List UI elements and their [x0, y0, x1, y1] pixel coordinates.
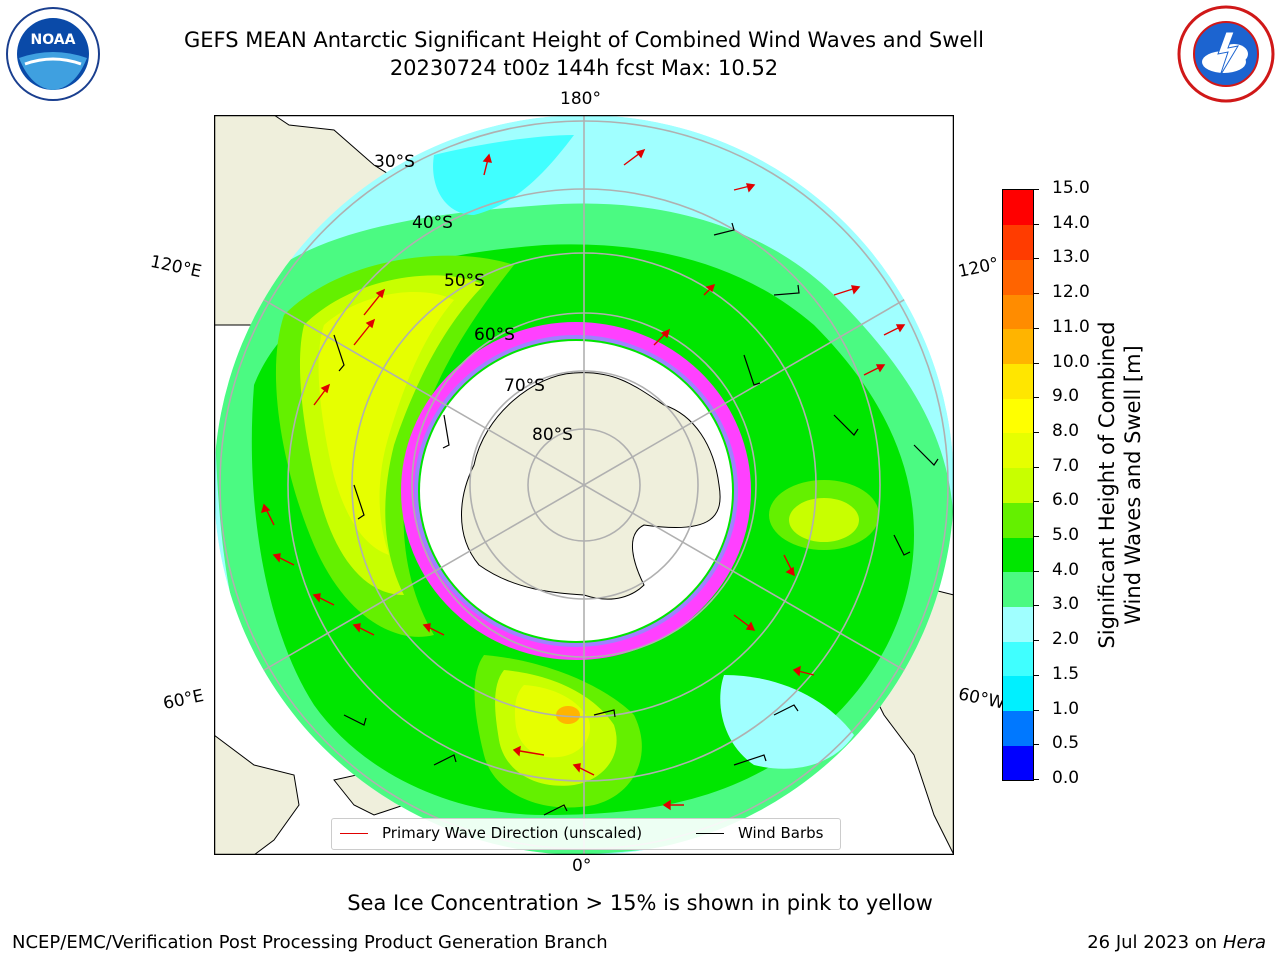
wave-height-map [213, 114, 955, 856]
colorbar-tick-mark [1033, 431, 1039, 433]
colorbar-tick-mark [1033, 397, 1039, 399]
colorbar-band [1003, 710, 1033, 746]
footer-date: 26 Jul 2023 on [1087, 932, 1223, 953]
lat-label-60s: 60°S [474, 325, 515, 345]
colorbar-tick-label: 14.0 [1052, 212, 1090, 233]
lat-label-70s: 70°S [504, 376, 545, 396]
colorbar-tick-mark [1033, 362, 1039, 364]
colorbar-band [1003, 571, 1033, 607]
colorbar-tick-label: 8.0 [1052, 420, 1080, 441]
colorbar-tick-mark [1033, 293, 1039, 295]
colorbar-band [1003, 675, 1033, 712]
colorbar-band [1003, 363, 1033, 399]
lat-label-40s: 40°S [412, 213, 453, 233]
colorbar-band [1003, 606, 1033, 642]
colorbar-tick-label: 13.0 [1052, 247, 1090, 268]
colorbar-tick-label: 10.0 [1052, 351, 1090, 372]
primary-wave-arrows [260, 148, 906, 811]
colorbar-tick-mark [1033, 744, 1039, 746]
footer-right: 26 Jul 2023 on Hera [1087, 932, 1266, 953]
colorbar-tick-mark [1033, 709, 1039, 711]
wind-barb-legend-line [696, 833, 724, 834]
colorbar [1002, 189, 1034, 781]
svg-text:NOAA: NOAA [31, 32, 76, 48]
colorbar-band [1003, 328, 1033, 365]
colorbar-band [1003, 398, 1033, 434]
colorbar-tick-label: 0.0 [1052, 768, 1080, 788]
colorbar-label-line2: Wind Waves and Swell [m] [1121, 345, 1145, 625]
colorbar-tick-mark [1033, 501, 1039, 503]
colorbar-tick-mark [1033, 466, 1039, 468]
colorbar-tick-mark [1033, 327, 1039, 329]
colorbar-tick-label: 2.0 [1052, 629, 1080, 650]
colorbar-tick-mark [1033, 258, 1039, 260]
colorbar-band [1003, 432, 1033, 469]
wind-barb-legend-label: Wind Barbs [738, 824, 824, 842]
lon-label-0: 0° [572, 856, 592, 876]
sea-ice-note: Sea Ice Concentration > 15% is shown in … [347, 891, 933, 915]
colorbar-tick-label: 4.0 [1052, 559, 1080, 580]
map-legend: Primary Wave Direction (unscaled) Wind B… [331, 818, 841, 850]
colorbar-band [1003, 259, 1033, 295]
wind-barbs [333, 222, 939, 816]
lat-label-30s: 30°S [374, 152, 415, 172]
colorbar-tick-label: 15.0 [1052, 178, 1090, 198]
colorbar-tick-label: 1.5 [1052, 663, 1080, 684]
colorbar-tick-label: 1.0 [1052, 698, 1080, 719]
colorbar-tick-mark [1033, 674, 1039, 676]
colorbar-label-line1: Significant Height of Combined [1095, 321, 1119, 649]
footer-host: Hera [1222, 932, 1266, 953]
colorbar-band [1003, 190, 1033, 226]
map-panel: 30°S 40°S 50°S 60°S 70°S 80°S Primary Wa… [213, 114, 955, 856]
colorbar-tick-label: 0.5 [1052, 733, 1080, 754]
colorbar-band [1003, 294, 1033, 330]
colorbar-band [1003, 641, 1033, 677]
colorbar-tick-label: 5.0 [1052, 525, 1080, 546]
colorbar-tick-mark [1033, 779, 1039, 780]
colorbar-tick-label: 12.0 [1052, 282, 1090, 303]
colorbar-band [1003, 745, 1033, 781]
lon-label-60e: 60°E [161, 685, 206, 715]
lon-label-180: 180° [560, 89, 601, 109]
colorbar-tick-mark [1033, 189, 1039, 190]
colorbar-tick-mark [1033, 640, 1039, 642]
noaa-logo-icon: NOAA [5, 6, 101, 102]
lat-label-50s: 50°S [444, 271, 485, 291]
lon-label-120w: 120° [956, 253, 1001, 283]
colorbar-tick-label: 3.0 [1052, 594, 1080, 615]
wave-direction-legend-line [340, 833, 368, 834]
colorbar-tick-mark [1033, 536, 1039, 538]
national-weather-service-logo-icon [1176, 4, 1276, 104]
colorbar-tick-label: 6.0 [1052, 490, 1080, 511]
colorbar-band [1003, 467, 1033, 503]
colorbar-tick-label: 11.0 [1052, 316, 1090, 337]
graticule [214, 115, 954, 855]
colorbar-tick-mark [1033, 223, 1039, 225]
colorbar-band [1003, 537, 1033, 573]
lon-label-120e: 120°E [148, 251, 204, 283]
wave-direction-legend-label: Primary Wave Direction (unscaled) [382, 824, 643, 842]
colorbar-tick-label: 7.0 [1052, 455, 1080, 476]
chart-subtitle: 20230724 t00z 144h fcst Max: 10.52 [389, 56, 779, 80]
colorbar-band [1003, 224, 1033, 260]
lon-label-60w: 60°W [956, 684, 1007, 714]
colorbar-tick-mark [1033, 570, 1039, 572]
colorbar-tick-label: 9.0 [1052, 386, 1080, 407]
footer-left: NCEP/EMC/Verification Post Processing Pr… [12, 932, 608, 953]
colorbar-tick-mark [1033, 605, 1039, 607]
colorbar-band [1003, 502, 1033, 538]
continent-antarctica [461, 372, 721, 600]
lat-label-80s: 80°S [532, 425, 573, 445]
chart-title: GEFS MEAN Antarctic Significant Height o… [183, 28, 985, 52]
